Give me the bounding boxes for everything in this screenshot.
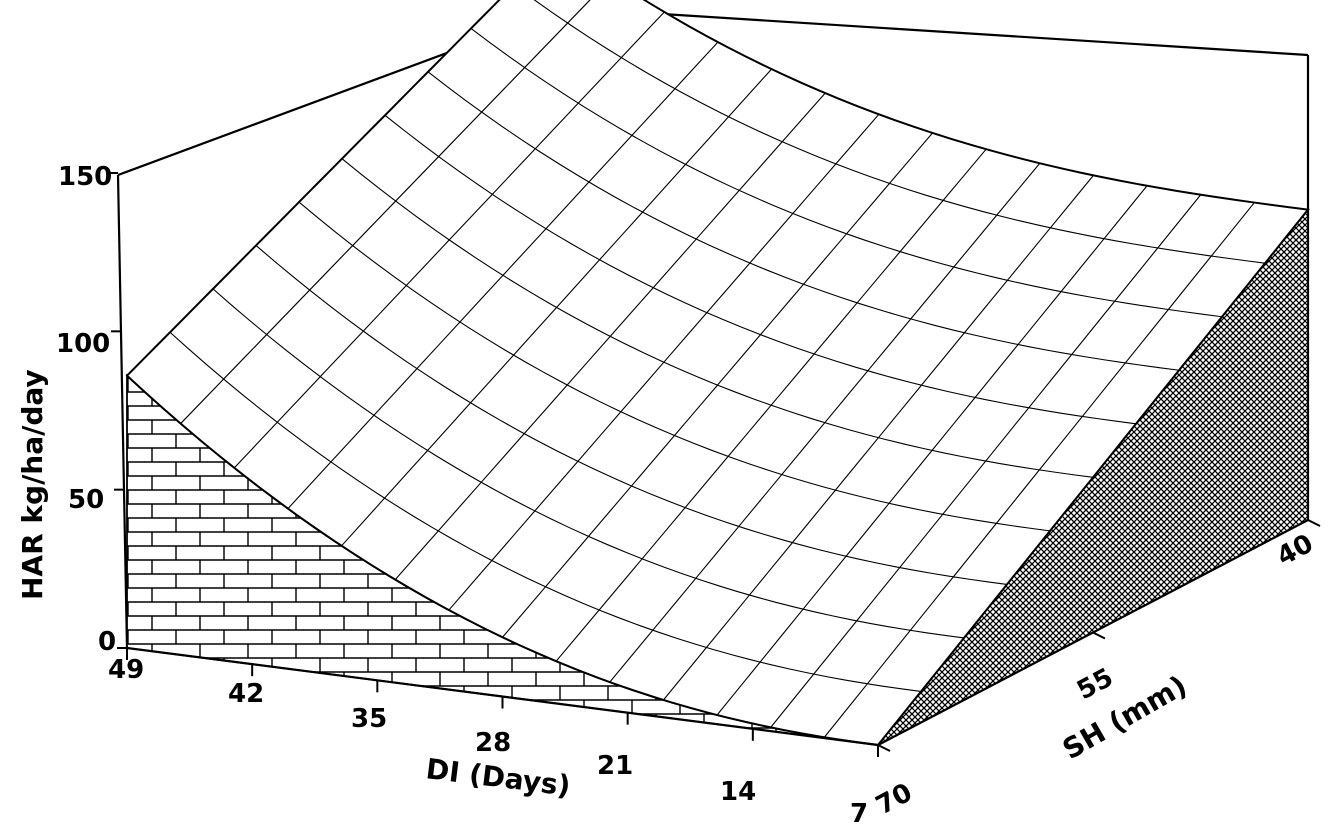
x-tick-label: 21 — [597, 751, 633, 781]
x-tick-label: 28 — [475, 728, 511, 758]
y-tick-mark — [1307, 519, 1321, 527]
surface-grid-line-di — [341, 158, 1094, 478]
surface-grid-line-di — [427, 71, 1180, 371]
y-tick-label: 55 — [1072, 663, 1118, 706]
surface-grid-line-di — [212, 288, 965, 639]
x-tick-label: 42 — [228, 679, 264, 709]
surface-grid-line-di — [533, 0, 1266, 264]
x-tick-label: 14 — [720, 777, 756, 807]
surface-outline — [125, 0, 1310, 747]
z-tick-label: 100 — [56, 329, 110, 359]
x-tick-label: 49 — [108, 655, 144, 685]
y-tick-mark — [1092, 631, 1106, 640]
surface-grid — [125, 0, 1310, 747]
z-tick-label: 0 — [98, 627, 116, 657]
surface-grid-line-di — [384, 114, 1137, 425]
z-tick-label: 150 — [58, 162, 112, 192]
surface-grid-line-di — [298, 201, 1051, 532]
x-tick-label: 7 — [850, 799, 868, 829]
z-axis — [116, 174, 129, 649]
y-tick-label: 70 — [871, 778, 917, 821]
z-tick-label: 50 — [68, 485, 104, 515]
tick-marks — [108, 172, 1321, 757]
surface-grid-line-di — [169, 331, 922, 693]
x-tick-label: 35 — [351, 704, 387, 734]
surface-grid-line-di — [470, 28, 1223, 318]
x-axis-title: DI (Days) — [424, 752, 572, 802]
z-axis-title: HAR kg/ha/day — [16, 369, 49, 600]
surface-grid-line-di — [255, 245, 1008, 585]
y-tick-mark — [877, 744, 891, 752]
z-axis-line — [116, 174, 129, 649]
